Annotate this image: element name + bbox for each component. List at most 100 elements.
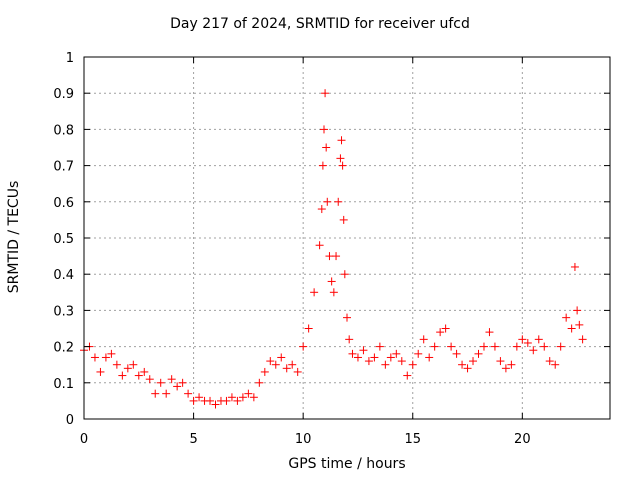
data-point [129, 360, 138, 369]
data-point [485, 328, 494, 337]
data-point [334, 197, 343, 206]
data-point [96, 367, 105, 376]
data-point [206, 396, 215, 405]
x-tick-label: 5 [189, 432, 197, 447]
data-point [173, 382, 182, 391]
data-point [463, 364, 472, 373]
data-point [359, 346, 368, 355]
data-point [323, 197, 332, 206]
data-point [277, 353, 286, 362]
data-point [496, 357, 505, 366]
y-axis-label: SRMTID / TECUs [6, 180, 22, 294]
data-point [452, 349, 461, 358]
data-point [392, 349, 401, 358]
y-tick-label: 1 [66, 51, 74, 66]
data-point [441, 324, 450, 333]
y-tick-label: 0.6 [53, 196, 74, 211]
axis-ticks: 00.10.20.30.40.50.60.70.80.910 5 10 15 20 [53, 51, 610, 447]
y-tick-label: 0.8 [53, 123, 74, 138]
data-point [370, 353, 379, 362]
data-point [545, 357, 554, 366]
data-point [348, 349, 357, 358]
data-point [573, 306, 582, 315]
data-point [474, 349, 483, 358]
y-tick-label: 0.3 [53, 304, 74, 319]
data-point [244, 389, 253, 398]
data-point [329, 288, 338, 297]
data-point [386, 353, 395, 362]
data-point [151, 389, 160, 398]
data-point [507, 360, 516, 369]
data-point [101, 353, 110, 362]
data-point [338, 161, 347, 170]
y-tick-label: 0.7 [53, 160, 74, 175]
data-point [518, 335, 527, 344]
data-point [529, 346, 538, 355]
data-point [184, 389, 193, 398]
data-point [315, 241, 324, 250]
plot-frame [83, 56, 611, 420]
data-points [80, 89, 587, 409]
data-point [123, 364, 132, 373]
x-axis-label: GPS time / hours [288, 456, 406, 472]
data-point [293, 367, 302, 376]
data-point [540, 342, 549, 351]
data-point [419, 335, 428, 344]
data-point [118, 371, 127, 380]
y-tick-label: 0.2 [53, 341, 74, 356]
data-point [233, 396, 242, 405]
x-tick-label: 0 [80, 432, 88, 447]
data-point [479, 342, 488, 351]
data-point [134, 371, 143, 380]
data-point [90, 353, 99, 362]
data-point [336, 154, 345, 163]
data-point [575, 320, 584, 329]
data-point [562, 313, 571, 322]
data-point [340, 270, 349, 279]
data-point [318, 161, 327, 170]
data-point [227, 393, 236, 402]
data-point [551, 360, 560, 369]
data-point [570, 262, 579, 271]
data-point [140, 367, 149, 376]
data-point [436, 328, 445, 337]
data-point [490, 342, 499, 351]
data-point [107, 349, 116, 358]
data-point [255, 378, 264, 387]
chart-title: Day 217 of 2024, SRMTID for receiver ufc… [170, 16, 470, 32]
data-point [397, 357, 406, 366]
data-point [322, 143, 331, 152]
data-point [556, 342, 565, 351]
data-point [425, 353, 434, 362]
data-point [317, 205, 326, 214]
data-point [178, 378, 187, 387]
data-point [447, 342, 456, 351]
data-point [469, 357, 478, 366]
data-point [332, 252, 341, 261]
data-point [364, 357, 373, 366]
data-point [353, 353, 362, 362]
data-point [266, 357, 275, 366]
data-point [512, 342, 521, 351]
data-point [408, 360, 417, 369]
data-point [222, 396, 231, 405]
data-point [327, 277, 336, 286]
data-point [282, 364, 291, 373]
data-point [249, 393, 258, 402]
y-tick-label: 0.4 [53, 268, 74, 283]
data-point [319, 125, 328, 134]
data-point [211, 400, 220, 409]
data-point [195, 393, 204, 402]
data-point [337, 136, 346, 145]
data-point [339, 215, 348, 224]
data-point [343, 313, 351, 322]
data-point [156, 378, 165, 387]
data-point [162, 389, 171, 398]
data-point [458, 360, 467, 369]
data-point [260, 367, 269, 376]
x-tick-label: 15 [404, 432, 421, 447]
data-point [414, 349, 423, 358]
data-point [310, 288, 319, 297]
data-point [578, 335, 587, 344]
